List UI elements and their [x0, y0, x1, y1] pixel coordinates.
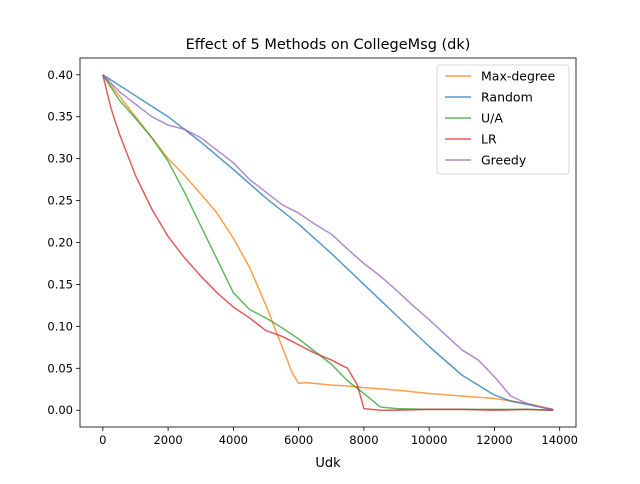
series-line-greedy	[102, 74, 554, 411]
x-tick-label: 14000	[541, 433, 578, 447]
y-tick-label: 0.05	[47, 361, 73, 375]
x-tick-label: 8000	[349, 433, 378, 447]
series-line-random	[102, 74, 554, 411]
x-axis-label: Udk	[315, 456, 341, 471]
y-tick-label: 0.35	[47, 110, 73, 124]
y-axis: 0.00 0.05 0.10 0.15 0.20 0.25 0.30 0.35 0.40	[47, 68, 80, 417]
y-tick-label: 0.20	[47, 236, 73, 250]
y-tick-label: 0.15	[47, 277, 73, 291]
legend-box	[436, 64, 570, 175]
series-line-max-degree	[102, 74, 554, 411]
y-tick-label: 0.00	[47, 403, 73, 417]
legend-label: U/A	[481, 111, 503, 126]
legend-label: Max-degree	[481, 69, 555, 84]
x-tick-label: 12000	[476, 433, 513, 447]
legend-label: LR	[481, 132, 497, 147]
x-tick-label: 4000	[219, 433, 248, 447]
x-tick-label: 2000	[153, 433, 182, 447]
y-tick-label: 0.30	[47, 152, 73, 166]
legend: Max-degree Random U/A LR Greedy	[436, 64, 570, 175]
x-tick-label: 0	[99, 433, 106, 447]
y-tick-label: 0.10	[47, 319, 73, 333]
x-axis: 0 2000 4000 6000 8000 10000 12000 14000	[99, 427, 578, 447]
y-tick-label: 0.40	[47, 68, 73, 82]
legend-label: Random	[481, 90, 533, 105]
x-tick-label: 6000	[284, 433, 313, 447]
chart-title: Effect of 5 Methods on CollegeMsg (dk)	[186, 37, 471, 53]
plot-series	[102, 74, 554, 411]
y-tick-label: 0.25	[47, 194, 73, 208]
legend-label: Greedy	[481, 153, 527, 168]
x-tick-label: 10000	[411, 433, 448, 447]
series-line-lr	[102, 74, 554, 411]
